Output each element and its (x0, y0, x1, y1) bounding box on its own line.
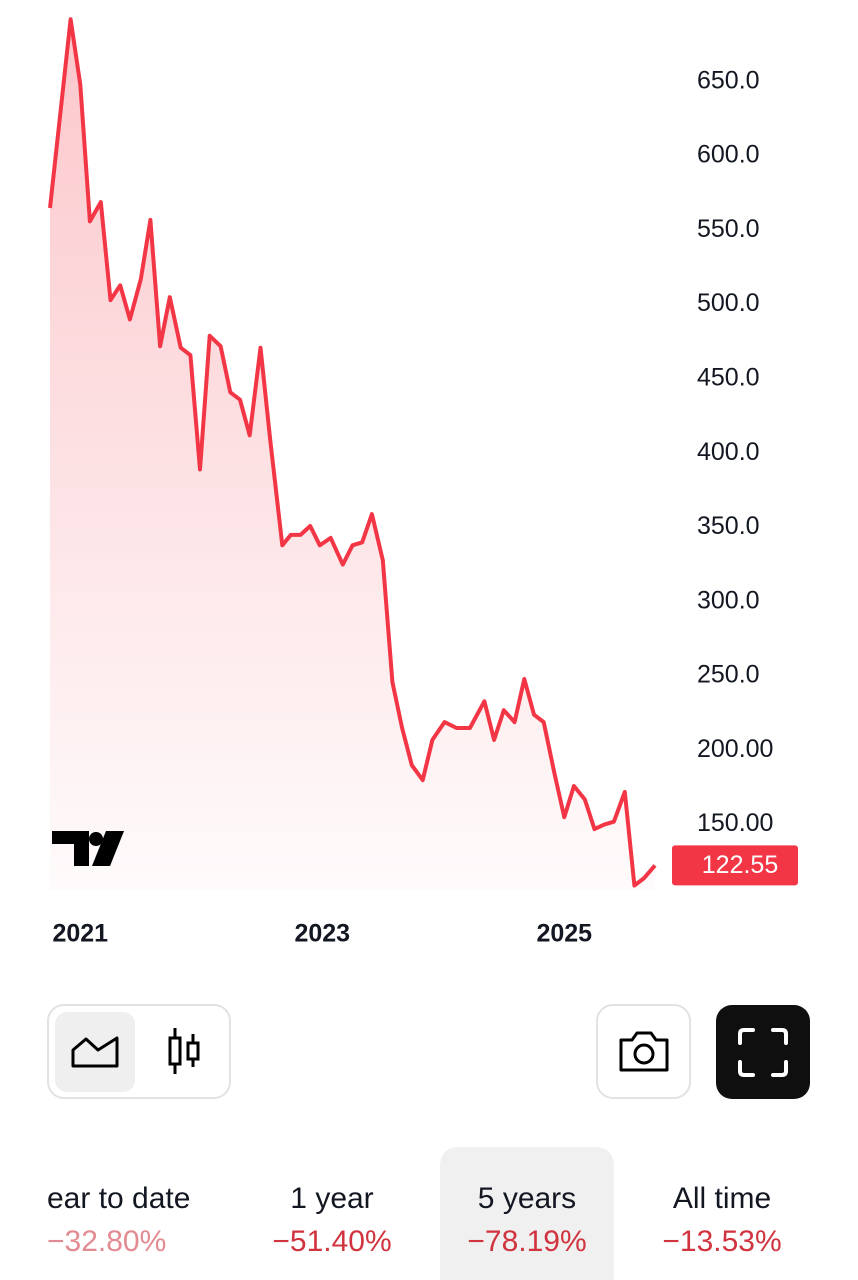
x-tick-label: 2025 (536, 920, 592, 948)
camera-icon (619, 1031, 669, 1072)
y-tick-label: 600.0 (697, 141, 760, 169)
snapshot-button[interactable] (596, 1004, 691, 1099)
tab[interactable]: 5 years −78.19% (467, 1182, 586, 1258)
fullscreen-icon (738, 1028, 788, 1077)
candle-style-icon (168, 1028, 200, 1074)
tab-change: −51.40% (272, 1225, 391, 1258)
tab[interactable]: All time −13.53% (662, 1182, 781, 1258)
candle-style-button[interactable] (145, 1012, 225, 1092)
y-tick-label: 500.0 (697, 289, 760, 317)
tab[interactable]: ear to date −32.80% (47, 1182, 190, 1258)
tab[interactable]: 1 year −51.40% (272, 1182, 391, 1258)
line-style-icon (71, 1036, 119, 1068)
y-tick-label: 650.0 (697, 66, 760, 94)
tab-label: 1 year (290, 1182, 373, 1215)
price-line (48, 17, 657, 888)
tab-change: −32.80% (47, 1225, 166, 1258)
tab-label: 5 years (478, 1182, 576, 1215)
area-fill (50, 19, 655, 891)
y-tick-label: 150.00 (697, 809, 773, 837)
y-tick-label: 300.0 (697, 586, 760, 614)
plot: 150.00 200.00 250.0 300.0 350.0 400.0 450.0 500… (48, 17, 798, 948)
x-tick-label: 2021 (52, 920, 108, 948)
y-tick-label: 450.0 (697, 363, 760, 391)
selected-tab-bg (440, 1147, 614, 1280)
y-tick-label: 350.0 (697, 512, 760, 540)
last-price-label: 122.55 (702, 851, 778, 879)
y-tick-label: 550.0 (697, 215, 760, 243)
y-tick-label: 400.0 (697, 438, 760, 466)
tab-change: −13.53% (662, 1225, 781, 1258)
y-tick-label: 200.00 (697, 735, 773, 763)
line-style-button[interactable] (55, 1012, 135, 1092)
fullscreen-button[interactable] (716, 1005, 810, 1099)
tab-label: All time (673, 1182, 771, 1215)
tab-change: −78.19% (467, 1225, 586, 1258)
x-tick-label: 2023 (294, 920, 350, 948)
logo (52, 831, 124, 866)
tab-label: ear to date (47, 1182, 190, 1215)
last-price-badge (672, 845, 798, 886)
y-tick-label: 250.0 (697, 661, 760, 689)
